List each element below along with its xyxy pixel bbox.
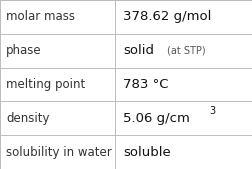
- Text: 3: 3: [210, 106, 216, 116]
- Text: melting point: melting point: [6, 78, 85, 91]
- Text: solubility in water: solubility in water: [6, 146, 112, 159]
- Text: 378.62 g/mol: 378.62 g/mol: [123, 10, 212, 23]
- Text: 783 °C: 783 °C: [123, 78, 169, 91]
- Text: soluble: soluble: [123, 146, 171, 159]
- Text: molar mass: molar mass: [6, 10, 75, 23]
- Text: 5.06 g/cm: 5.06 g/cm: [123, 112, 190, 125]
- Text: (at STP): (at STP): [167, 46, 206, 56]
- Text: phase: phase: [6, 44, 42, 57]
- Text: solid: solid: [123, 44, 154, 57]
- Text: density: density: [6, 112, 50, 125]
